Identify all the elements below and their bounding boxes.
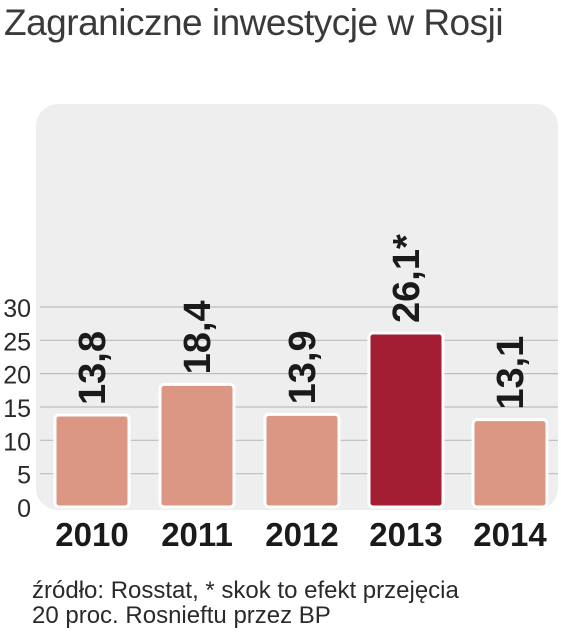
y-axis-ticks: 0 5 10 15 20 25 30: [3, 295, 31, 523]
bar-2014: [471, 418, 549, 509]
value-labels: 13,8 18,4 13,9 26,1* 13,1: [72, 234, 532, 410]
y-tick-label: 25: [3, 328, 31, 356]
value-label-2010: 13,8: [72, 331, 114, 405]
x-tick-label-2014: 2014: [473, 516, 547, 553]
value-label-2011: 18,4: [177, 300, 219, 374]
source-note: źródło: Rosstat, * skok to efekt przejęc…: [32, 578, 459, 628]
y-tick-label: 0: [17, 495, 31, 523]
value-label-2012: 13,9: [282, 330, 324, 404]
y-tick-label: 10: [3, 428, 31, 456]
x-tick-label-2011: 2011: [161, 516, 233, 553]
bar-2013: [367, 331, 445, 509]
value-label-2013: 26,1*: [386, 234, 428, 323]
chart-title: Zagraniczne inwestycje w Rosji: [4, 2, 504, 43]
bar-2012: [263, 412, 341, 509]
bar-2010: [53, 413, 131, 509]
value-label-2014: 13,1: [490, 336, 532, 410]
y-tick-label: 5: [17, 462, 31, 490]
y-tick-label: 20: [3, 362, 31, 390]
x-tick-label-2010: 2010: [55, 516, 128, 553]
bar-2011: [158, 382, 236, 509]
bars: [53, 331, 549, 509]
y-tick-label: 15: [3, 395, 31, 423]
source-line-2: 20 proc. Rosnieftu przez BP: [32, 602, 331, 629]
source-line-1: źródło: Rosstat, * skok to efekt przejęc…: [32, 577, 459, 604]
x-axis-ticks: 2010 2011 2012 2013 2014: [55, 516, 547, 553]
x-tick-label-2013: 2013: [369, 516, 442, 553]
y-tick-label: 30: [3, 295, 31, 323]
x-tick-label-2012: 2012: [265, 516, 338, 553]
